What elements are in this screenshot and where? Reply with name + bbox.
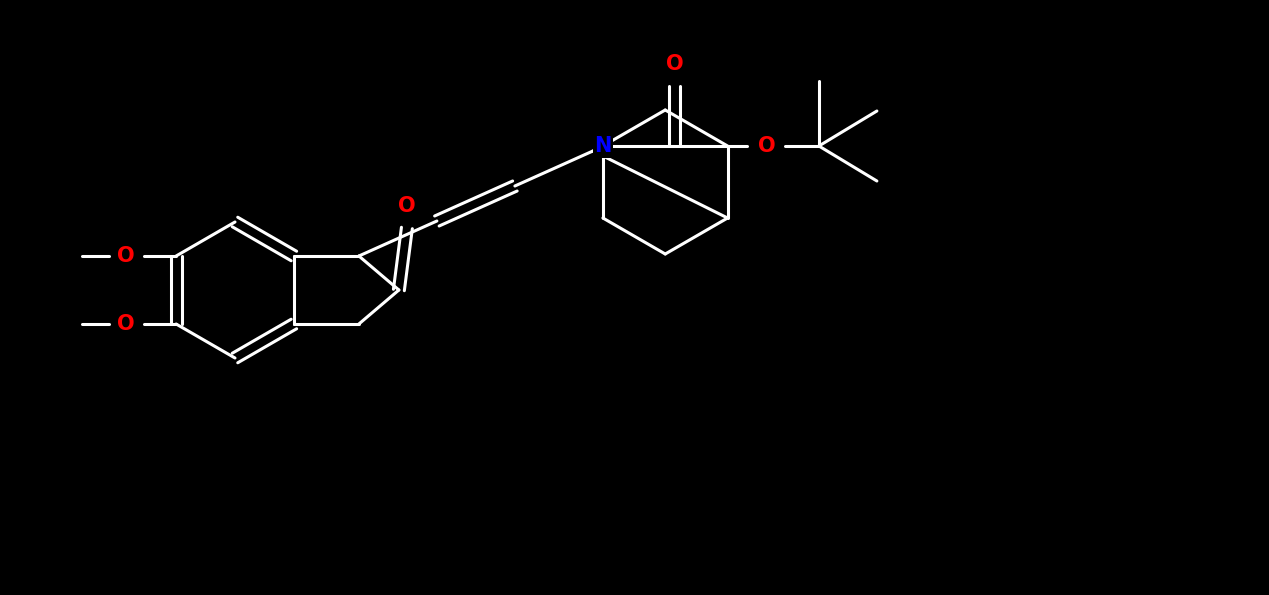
Text: O: O — [758, 136, 775, 156]
Text: O: O — [398, 196, 416, 216]
Text: N: N — [594, 136, 612, 156]
Text: O: O — [117, 314, 135, 334]
Text: O: O — [117, 246, 135, 266]
Text: O: O — [666, 54, 684, 74]
